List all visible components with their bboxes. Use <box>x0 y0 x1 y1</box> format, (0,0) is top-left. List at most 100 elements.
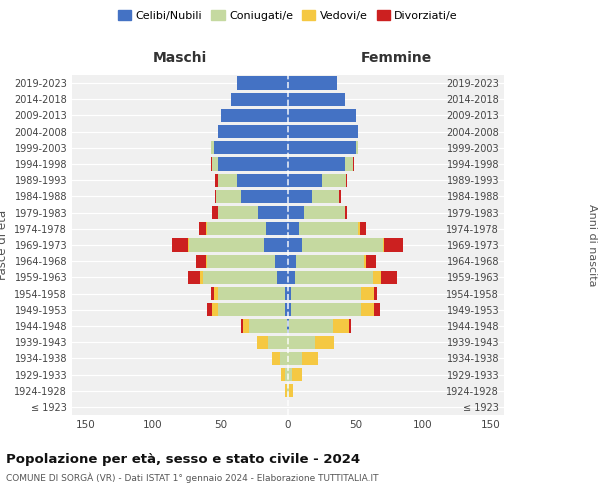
Bar <box>218 206 259 220</box>
Bar <box>241 320 244 332</box>
Bar <box>346 174 347 187</box>
Bar <box>344 206 347 220</box>
Bar <box>288 352 302 365</box>
Bar <box>292 368 302 381</box>
Bar <box>358 222 359 235</box>
Bar <box>277 270 288 284</box>
Text: Femmine: Femmine <box>361 51 431 65</box>
Bar <box>244 320 249 332</box>
Bar <box>172 238 188 252</box>
Bar <box>349 320 352 332</box>
Bar <box>332 320 349 332</box>
Bar <box>381 270 397 284</box>
Bar <box>288 125 358 138</box>
Bar <box>286 303 288 316</box>
Bar <box>340 190 341 203</box>
Bar <box>280 352 288 365</box>
Bar <box>359 222 366 235</box>
Bar <box>384 238 403 252</box>
Bar <box>288 254 296 268</box>
Bar <box>313 190 340 203</box>
Bar <box>188 270 200 284</box>
Bar <box>207 254 275 268</box>
Bar <box>288 109 355 122</box>
Bar <box>207 222 266 235</box>
Legend: Celibi/Nubili, Coniugati/e, Vedovi/e, Divorziati/e: Celibi/Nubili, Coniugati/e, Vedovi/e, Di… <box>113 6 463 25</box>
Bar <box>221 109 288 122</box>
Bar <box>289 320 332 332</box>
Bar <box>236 174 288 187</box>
Bar <box>211 158 212 170</box>
Bar <box>217 190 241 203</box>
Bar <box>296 254 364 268</box>
Bar <box>288 238 302 252</box>
Bar <box>199 222 206 235</box>
Bar <box>215 190 217 203</box>
Bar <box>275 254 288 268</box>
Bar <box>299 222 358 235</box>
Bar <box>257 336 268 349</box>
Bar <box>288 368 292 381</box>
Bar <box>214 287 218 300</box>
Bar <box>212 158 218 170</box>
Bar <box>322 174 346 187</box>
Bar <box>288 384 289 398</box>
Bar <box>288 303 290 316</box>
Bar <box>287 384 288 398</box>
Bar <box>353 158 354 170</box>
Bar <box>249 320 287 332</box>
Bar <box>373 270 381 284</box>
Bar <box>190 238 264 252</box>
Bar <box>281 368 286 381</box>
Bar <box>288 174 322 187</box>
Bar <box>288 158 344 170</box>
Bar <box>215 174 218 187</box>
Bar <box>212 206 218 220</box>
Bar <box>288 206 304 220</box>
Bar <box>290 303 361 316</box>
Text: COMUNE DI SORGÀ (VR) - Dati ISTAT 1° gennaio 2024 - Elaborazione TUTTITALIA.IT: COMUNE DI SORGÀ (VR) - Dati ISTAT 1° gen… <box>6 472 379 483</box>
Bar <box>286 384 287 398</box>
Bar <box>206 254 207 268</box>
Bar <box>355 141 358 154</box>
Bar <box>364 254 366 268</box>
Bar <box>288 141 355 154</box>
Bar <box>295 270 373 284</box>
Bar <box>196 254 206 268</box>
Bar <box>304 206 344 220</box>
Bar <box>288 222 299 235</box>
Bar <box>374 303 380 316</box>
Bar <box>361 303 374 316</box>
Text: Anni di nascita: Anni di nascita <box>587 204 597 286</box>
Text: Maschi: Maschi <box>153 51 207 65</box>
Bar <box>218 287 286 300</box>
Bar <box>236 76 288 90</box>
Y-axis label: Fasce di età: Fasce di età <box>0 210 9 280</box>
Bar <box>211 287 214 300</box>
Bar <box>290 287 361 300</box>
Bar <box>361 287 374 300</box>
Bar <box>212 303 218 316</box>
Bar <box>218 125 288 138</box>
Bar <box>259 206 288 220</box>
Bar <box>218 174 236 187</box>
Bar <box>272 352 280 365</box>
Bar <box>302 238 383 252</box>
Bar <box>366 254 376 268</box>
Bar <box>286 368 288 381</box>
Bar <box>383 238 384 252</box>
Bar <box>206 222 207 235</box>
Bar <box>344 158 353 170</box>
Bar <box>288 287 290 300</box>
Bar <box>289 384 293 398</box>
Bar <box>288 336 315 349</box>
Bar <box>268 336 288 349</box>
Bar <box>203 270 277 284</box>
Bar <box>302 352 318 365</box>
Bar <box>287 320 288 332</box>
Bar <box>200 270 203 284</box>
Bar <box>232 92 288 106</box>
Bar <box>207 303 212 316</box>
Bar <box>288 270 295 284</box>
Bar <box>218 158 288 170</box>
